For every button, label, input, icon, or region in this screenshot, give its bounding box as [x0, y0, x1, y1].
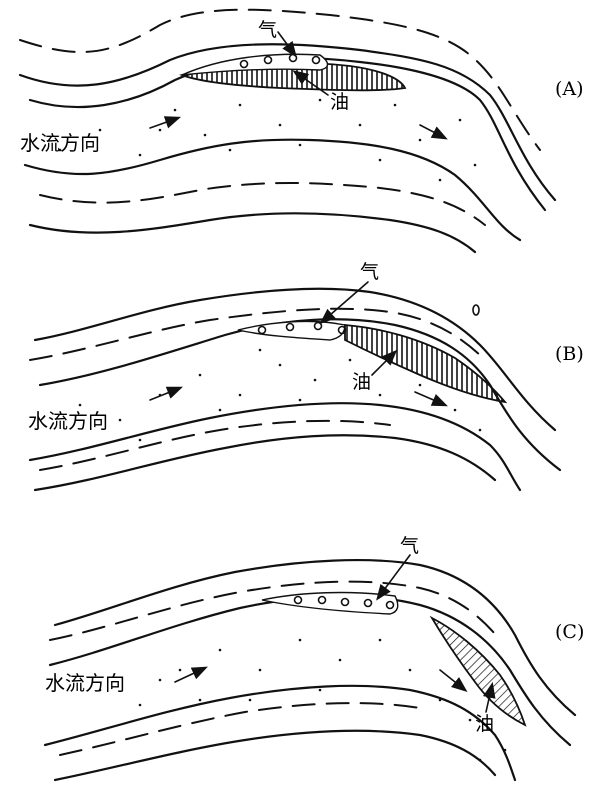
- reservoir-bottom-b: [28, 402, 522, 492]
- flow-arrow-a2: [419, 124, 448, 140]
- stratum-line-a1: [18, 43, 557, 202]
- flow-arrow-c1: [174, 666, 208, 683]
- gas-pointer-c: [376, 554, 411, 601]
- flow-arrow-a1: [149, 116, 182, 129]
- gas-label-c: 气: [400, 535, 419, 557]
- reservoir-top-a: [28, 56, 547, 212]
- oil-pointer-a: [292, 70, 329, 96]
- stratum-line-b1: [33, 287, 557, 432]
- panel-c: 水流方向 气 油 (C): [43, 535, 584, 782]
- panel-b: 水流方向 气 油 (B): [28, 261, 584, 492]
- gas-pointer-b: [319, 281, 369, 325]
- flow-arrow-b1: [149, 386, 183, 401]
- gas-zone-c: [261, 591, 399, 615]
- reservoir-bottom-a: [23, 138, 522, 242]
- gas-label-b: 气: [360, 261, 379, 283]
- panel-label-c: (C): [555, 621, 584, 643]
- stratum-dash-a2: [39, 182, 486, 226]
- oil-label-a: 油: [330, 91, 349, 113]
- stratum-dash-c1: [49, 580, 501, 641]
- gas-bubbles-c: [293, 595, 395, 610]
- panel-label-b: (B): [555, 343, 584, 365]
- flow-label-a: 水流方向: [20, 131, 100, 155]
- stratum-line-a2: [28, 212, 477, 254]
- panel-a: 水流方向 气 油 (A): [18, 8, 584, 254]
- gas-zone-a: [181, 53, 329, 76]
- gas-bubbles-a: [239, 53, 321, 69]
- sand-dots-b: [78, 348, 482, 442]
- flow-label-b: 水流方向: [28, 409, 108, 433]
- flow-arrow-b2: [414, 391, 448, 407]
- flow-arrow-c2: [439, 669, 468, 692]
- stratum-dash-c2: [59, 702, 421, 756]
- flow-label-c: 水流方向: [45, 671, 125, 695]
- stratum-line-b2: [33, 434, 497, 492]
- stratum-dash-b2: [39, 419, 391, 471]
- stratum-dash-b1: [29, 307, 486, 361]
- isolated-bubble-b: [472, 304, 480, 316]
- oil-zone-c: [429, 615, 527, 727]
- reservoir-bottom-c: [43, 684, 517, 782]
- oil-label-b: 油: [352, 371, 371, 393]
- oil-pointer-b: [371, 349, 398, 376]
- stratum-line-c1: [53, 559, 577, 717]
- panel-label-a: (A): [555, 78, 584, 100]
- gas-label-a: 气: [258, 19, 277, 41]
- stratum-dash-a1: [19, 8, 541, 151]
- oil-label-c: 油: [475, 713, 494, 735]
- gas-pointer-a: [277, 31, 297, 58]
- gas-bubbles-b: [257, 321, 347, 335]
- stratum-line-c2: [53, 729, 497, 782]
- sand-dots-a: [58, 98, 477, 182]
- oil-pointer-c: [482, 681, 496, 713]
- sand-dots-c: [98, 638, 507, 762]
